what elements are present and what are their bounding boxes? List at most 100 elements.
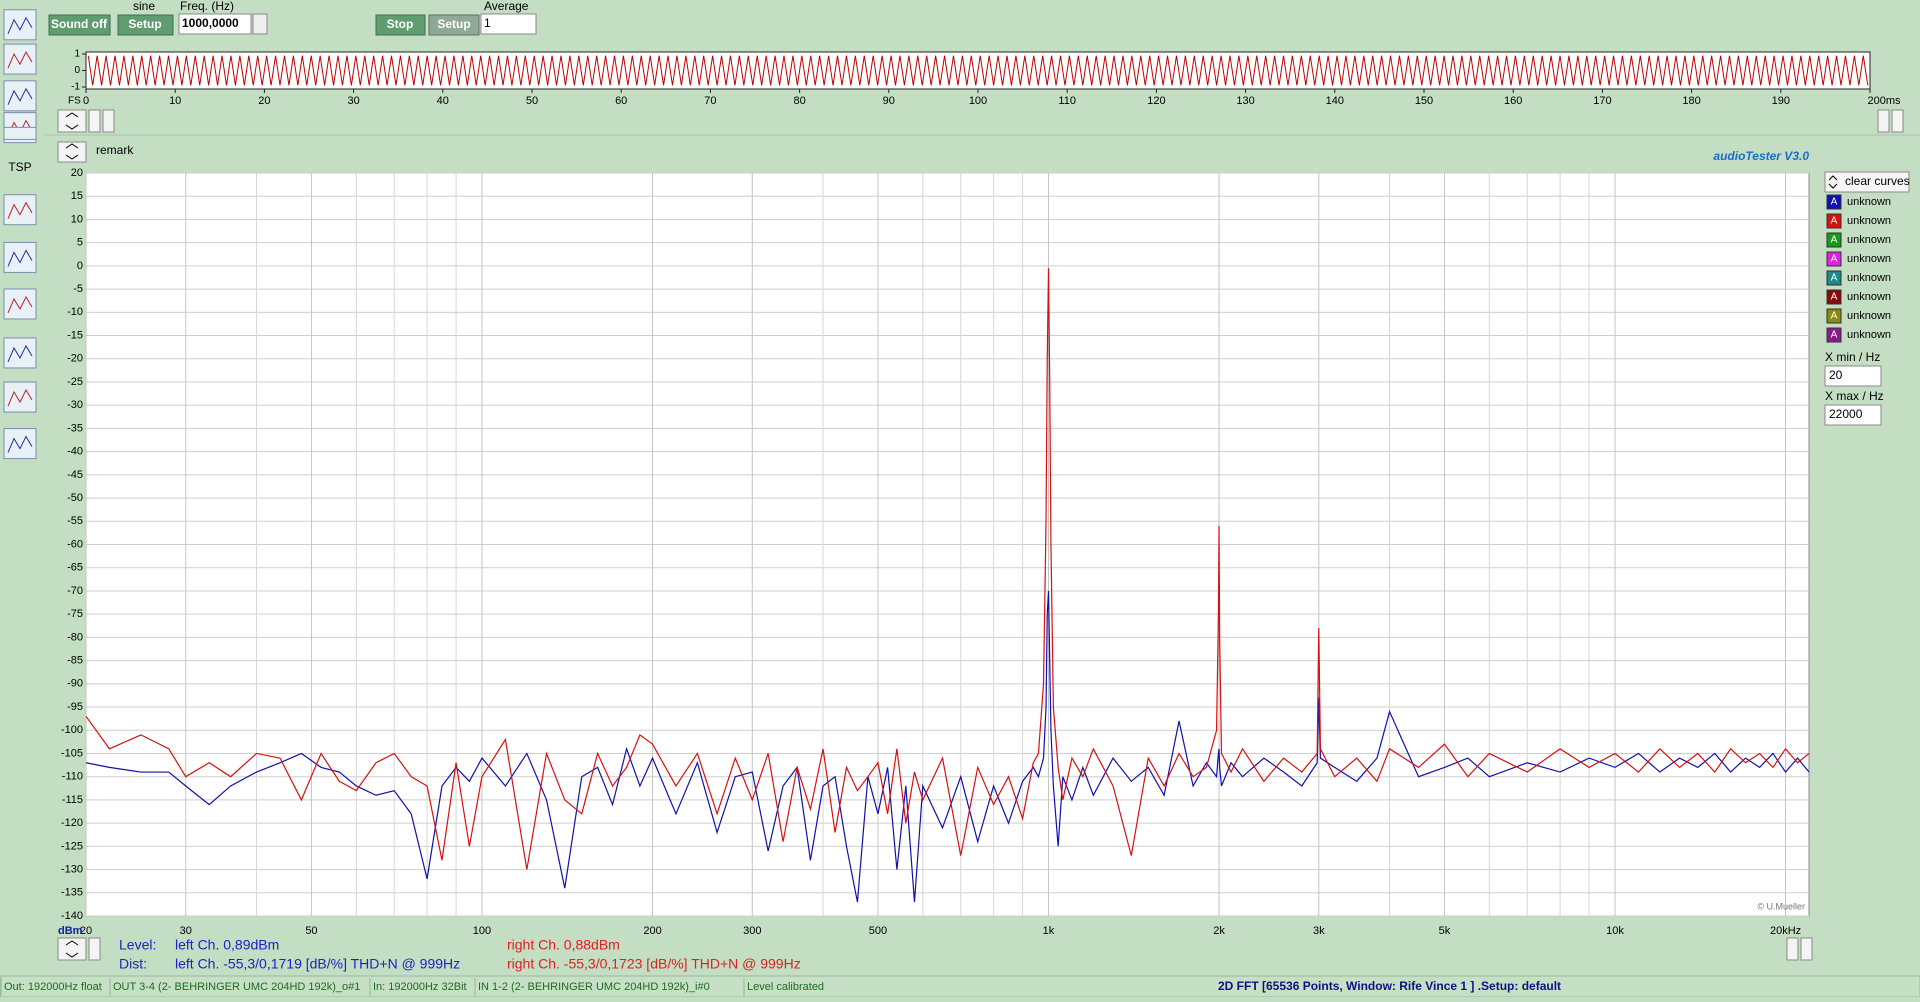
dist-right: right Ch. -55,3/0,1723 [dB/%] THD+N @ 99… xyxy=(507,956,801,972)
spinner[interactable] xyxy=(57,141,87,163)
xmin-input[interactable] xyxy=(1824,365,1882,387)
legend-swatch xyxy=(1826,327,1842,343)
legend-swatch xyxy=(1826,232,1842,248)
app-title: audioTester V3.0 xyxy=(1713,149,1809,163)
icon-glyph xyxy=(7,389,33,407)
toolbar-button[interactable] xyxy=(3,194,37,226)
xmin-label: X min / Hz xyxy=(1825,350,1880,364)
y-tick-label: -105 xyxy=(61,747,83,759)
average-input[interactable] xyxy=(480,13,537,35)
icon-glyph xyxy=(7,16,33,34)
clear-curves-button[interactable]: clear curves xyxy=(1824,171,1910,193)
toolbar-button[interactable] xyxy=(3,288,37,320)
legend-letter: A xyxy=(1831,292,1838,303)
x-tick-label: 20 xyxy=(258,95,270,107)
x-tick-label: 120 xyxy=(1147,95,1165,107)
freq-input[interactable] xyxy=(178,13,252,35)
y-tick-label: -115 xyxy=(62,794,83,806)
icon-frame xyxy=(3,428,37,460)
legend-letter: A xyxy=(1831,330,1838,341)
x-tick-label: 30 xyxy=(180,925,192,937)
freq-value: 1000,0000 xyxy=(182,16,239,30)
x-tick-label: 170 xyxy=(1593,95,1611,107)
x-tick-label: 500 xyxy=(869,925,887,937)
legend-letter: A xyxy=(1831,254,1838,265)
legend-swatch xyxy=(1826,194,1842,210)
y-tick-label: -45 xyxy=(67,469,83,481)
x-tick-label: 10 xyxy=(169,95,181,107)
stop-button[interactable]: Stop xyxy=(375,14,426,36)
scroll-buttons[interactable] xyxy=(88,109,115,133)
toolbar-button[interactable] xyxy=(3,80,37,112)
toolbar-button[interactable] xyxy=(3,428,37,460)
x-tick-label: 30 xyxy=(347,95,359,107)
toolbar-button[interactable] xyxy=(3,43,37,75)
remark-label: remark xyxy=(96,143,134,157)
icon-glyph xyxy=(7,87,33,106)
credit: © U.Mueller xyxy=(1757,901,1805,911)
legend-letter: A xyxy=(1831,216,1838,227)
icon-glyph xyxy=(7,435,33,453)
legend-label: unknown xyxy=(1847,291,1891,303)
x-tick-label: 200ms xyxy=(1867,95,1901,107)
y-tick-label: 5 xyxy=(77,237,83,249)
legend-swatch xyxy=(1826,289,1842,305)
toolbar-button[interactable] xyxy=(3,9,37,41)
status-item: Out: 192000Hz float xyxy=(4,981,102,993)
xmax-input[interactable] xyxy=(1824,404,1882,426)
sound-button[interactable]: Sound off xyxy=(48,14,111,36)
y-tick-label: 1 xyxy=(74,49,80,60)
data-line xyxy=(85,268,1810,870)
legend-swatch xyxy=(1826,308,1842,324)
legend-label: unknown xyxy=(1847,253,1891,265)
average-value: 1 xyxy=(484,16,491,30)
setup-out-button[interactable]: Setup xyxy=(117,14,174,36)
legend-label: unknown xyxy=(1847,234,1891,246)
x-tick-label: 190 xyxy=(1772,95,1790,107)
x-tick-label: 5k xyxy=(1439,925,1451,937)
toolbar-button[interactable] xyxy=(3,337,37,369)
icon-frame xyxy=(3,80,37,112)
y-tick-label: 0 xyxy=(77,260,83,272)
x-tick-label: 2k xyxy=(1213,925,1225,937)
icon-frame xyxy=(3,43,37,75)
scroll-buttons[interactable] xyxy=(1877,109,1904,133)
y-tick-label: 15 xyxy=(71,190,83,202)
legend-letter: A xyxy=(1831,197,1838,208)
legend-letter: A xyxy=(1831,273,1838,284)
legend-label: unknown xyxy=(1847,196,1891,208)
toolbar-button[interactable] xyxy=(3,126,37,140)
status-items: Out: 192000Hz float OUT 3-4 (2- BEHRINGER… xyxy=(0,978,824,996)
legend-label: unknown xyxy=(1847,329,1891,341)
spinner[interactable] xyxy=(57,109,87,133)
button-label: Setup xyxy=(128,17,161,31)
toolbar-button[interactable] xyxy=(3,241,37,273)
legend-label: unknown xyxy=(1847,215,1891,227)
x-tick-label: 20kHz xyxy=(1770,925,1801,937)
y-tick-label: -35 xyxy=(67,422,83,434)
toolbar-button[interactable] xyxy=(3,381,37,413)
y-tick-label: -55 xyxy=(67,515,83,527)
dist-label: Dist: xyxy=(119,956,147,972)
y-tick-label: -80 xyxy=(67,631,83,643)
x-tick-label: 200 xyxy=(643,925,661,937)
icon-frame xyxy=(3,126,37,140)
scroll-buttons[interactable] xyxy=(88,937,1813,961)
level-left: left Ch. 0,89dBm xyxy=(175,937,279,953)
y-tick-label: -65 xyxy=(67,562,83,574)
setup-in-button[interactable]: Setup xyxy=(428,14,480,36)
level-right: right Ch. 0,88dBm xyxy=(507,937,620,953)
legend-label: unknown xyxy=(1847,310,1891,322)
xmin-value: 20 xyxy=(1829,368,1843,382)
legend-swatch xyxy=(1826,251,1842,267)
icon-glyph xyxy=(7,249,33,267)
x-tick-label: 100 xyxy=(969,95,987,107)
freq-spinner[interactable] xyxy=(252,13,268,35)
spinner[interactable] xyxy=(57,937,87,961)
legend-letter: A xyxy=(1831,311,1838,322)
x-tick-label: 180 xyxy=(1682,95,1700,107)
xmax-label: X max / Hz xyxy=(1825,389,1884,403)
y-tick-label: -120 xyxy=(61,817,83,829)
x-tick-label: 140 xyxy=(1326,95,1344,107)
